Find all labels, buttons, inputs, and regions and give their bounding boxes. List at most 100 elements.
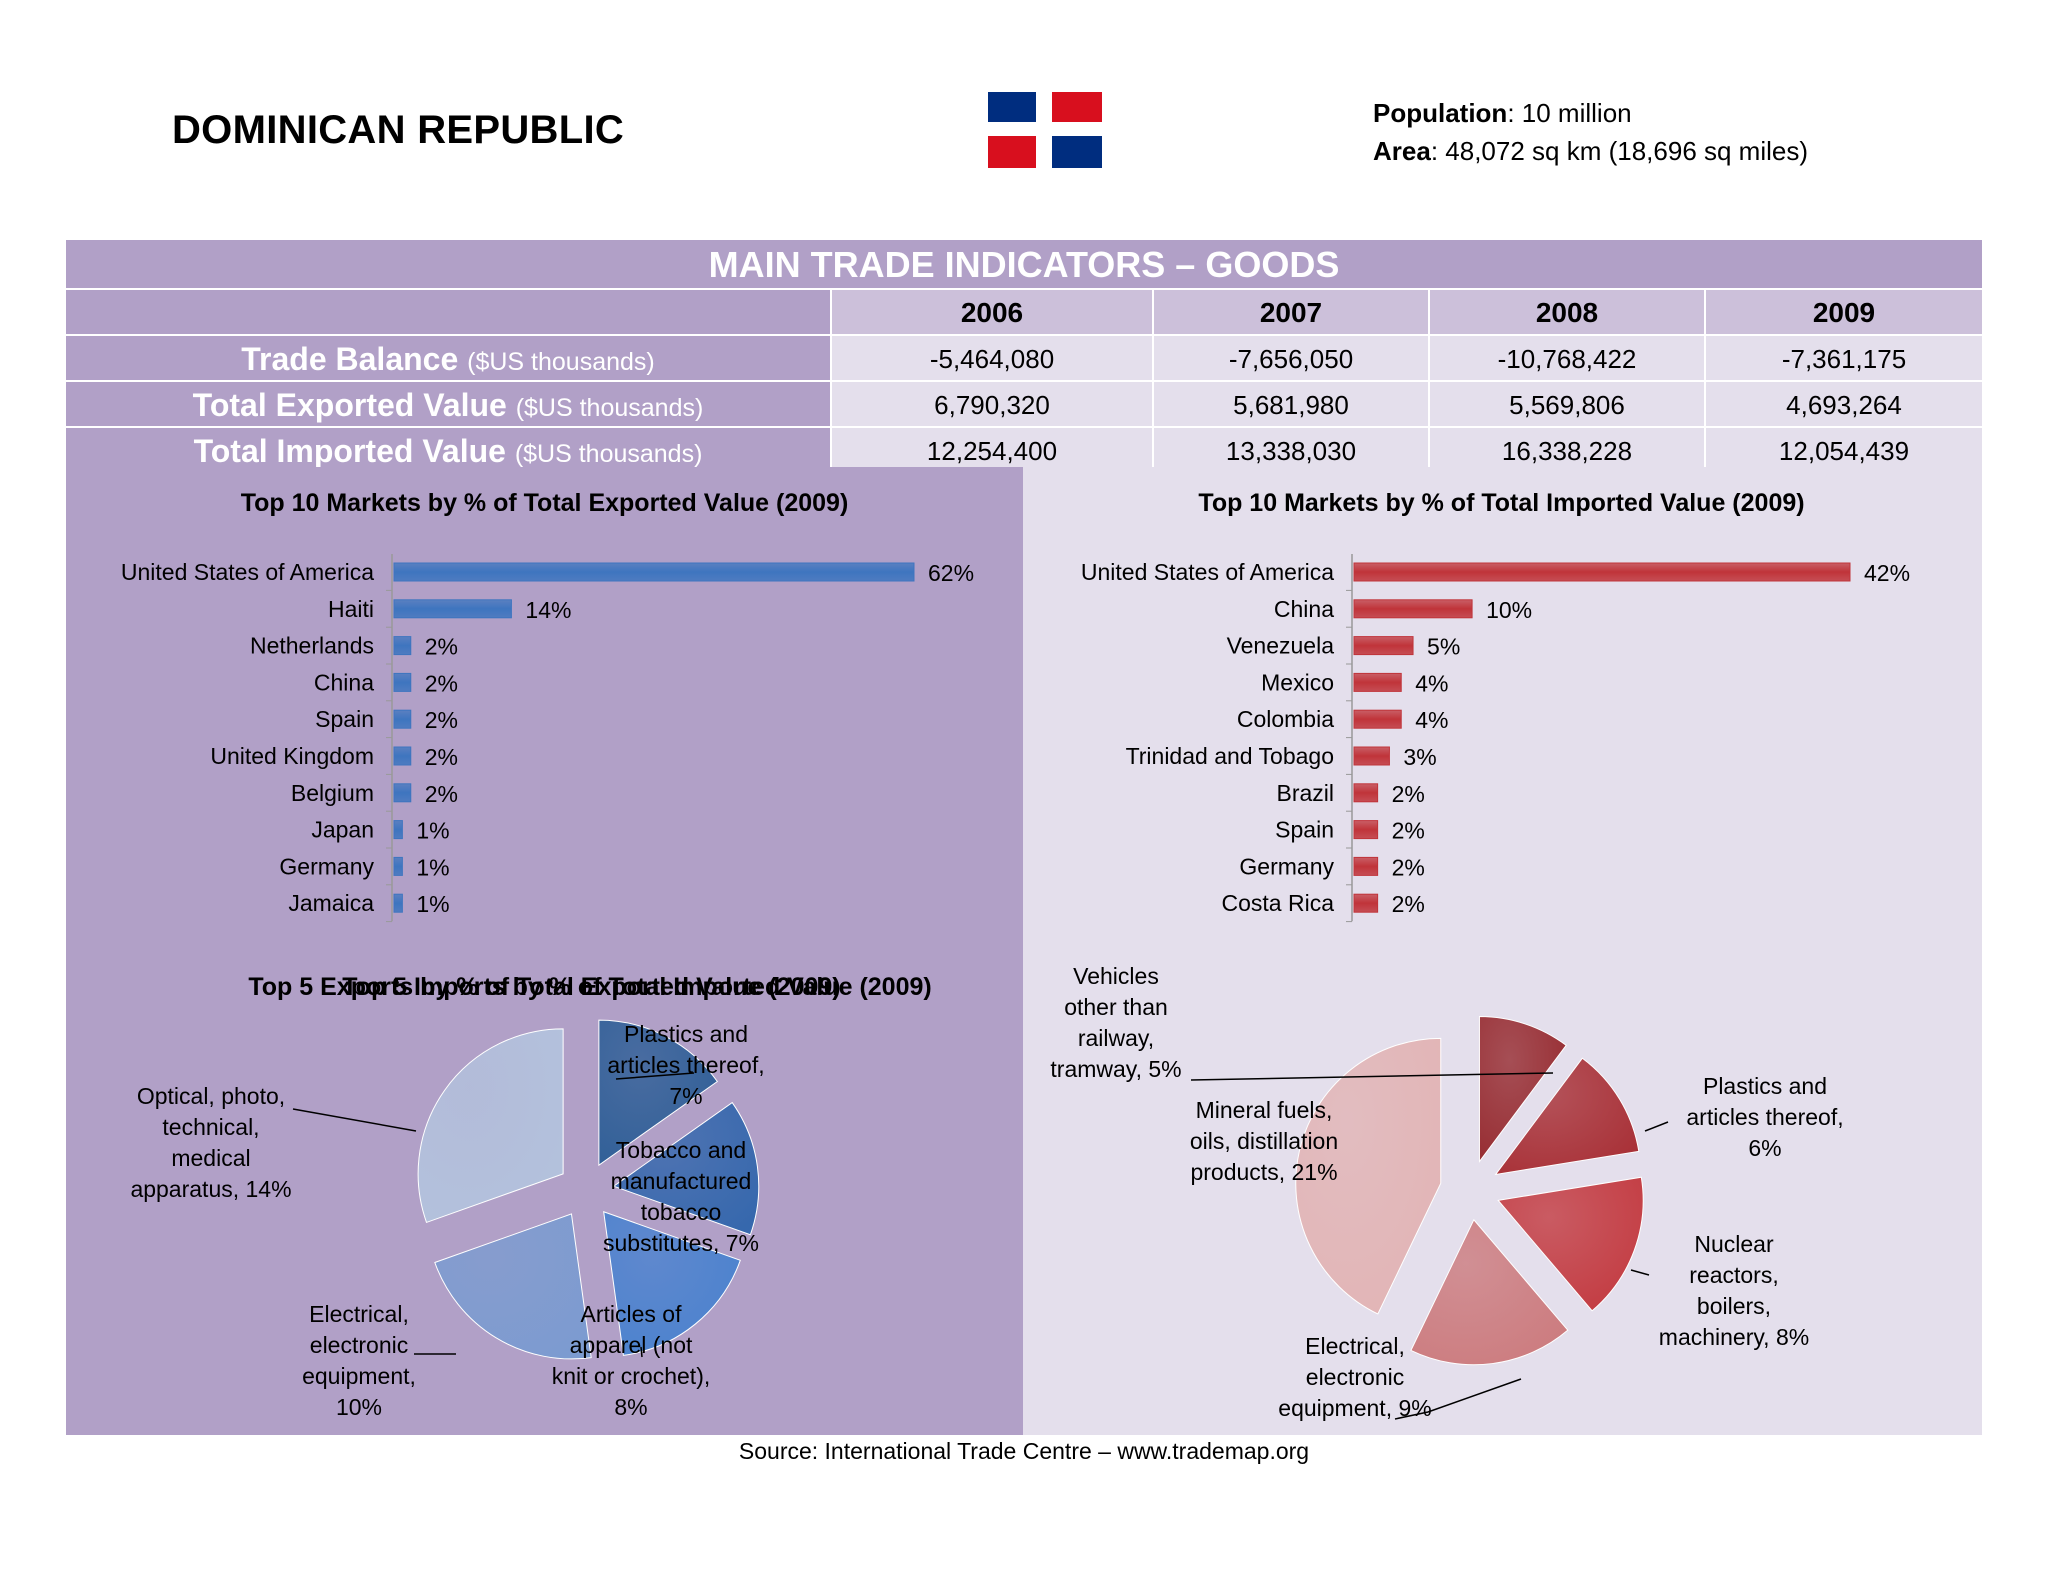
pie-label-electrical: Electrical, electronic equipment, 9% bbox=[1278, 1333, 1432, 1421]
flag-blue-top bbox=[988, 92, 1036, 122]
export-market-category-label: Netherlands bbox=[250, 633, 374, 659]
flag-red-top bbox=[1052, 92, 1102, 122]
export-market-bar bbox=[393, 599, 512, 619]
import-markets-title: Top 10 Markets by % of Total Imported Va… bbox=[1198, 489, 1805, 517]
pie-label-plastics: Plastics and articles thereof, 6% bbox=[1686, 1073, 1844, 1161]
year-header: 2006 bbox=[832, 290, 1154, 334]
imports-panel: Top 10 Markets by % of Total Imported Va… bbox=[342, 467, 1982, 1435]
year-header: 2007 bbox=[1154, 290, 1430, 334]
table-cell: 6,790,320 bbox=[832, 382, 1154, 426]
export-market-category-label: Jamaica bbox=[288, 890, 374, 916]
pie-label-vehicles: Vehicles other than railway, tramway, 5% bbox=[1050, 963, 1182, 1082]
row-label-unit: ($US thousands) bbox=[514, 440, 703, 468]
table-cell: -7,361,175 bbox=[1706, 336, 1982, 380]
year-header: 2008 bbox=[1430, 290, 1706, 334]
import-market-category-label: Trinidad and Tobago bbox=[1126, 743, 1334, 769]
flag-red-bottom bbox=[988, 136, 1036, 168]
export-markets-title: Top 10 Markets by % of Total Exported Va… bbox=[240, 489, 849, 517]
export-market-category-label: United States of America bbox=[121, 559, 374, 585]
source-note: Source: International Trade Centre – www… bbox=[738, 1438, 1310, 1464]
export-market-value-label: 2% bbox=[425, 670, 458, 696]
row-label: Total Imported Value ($US thousands) bbox=[66, 428, 832, 472]
population-value: 10 million bbox=[1521, 98, 1632, 128]
flag-blue-bottom bbox=[1052, 136, 1102, 168]
export-pie-slice bbox=[603, 1210, 741, 1356]
table-cell: 16,338,228 bbox=[1430, 428, 1706, 472]
exports-panel: Top 10 Markets by % of Total Exported Va… bbox=[66, 467, 1023, 1435]
trade-indicators-table: MAIN TRADE INDICATORS – GOODS 2006 2007 … bbox=[66, 240, 1982, 474]
import-market-category-label: Venezuela bbox=[1227, 633, 1335, 659]
export-market-value-label: 2% bbox=[425, 744, 458, 770]
row-label-text: Total Exported Value bbox=[192, 387, 507, 423]
import-market-value-label: 42% bbox=[1864, 560, 1910, 586]
export-market-value-label: 62% bbox=[928, 560, 974, 586]
import-market-bar bbox=[1353, 599, 1473, 619]
pie-label-tobacco: Tobacco and manufactured tobacco substitute… bbox=[603, 1137, 759, 1256]
export-market-value-label: 1% bbox=[416, 854, 449, 880]
country-title: DOMINICAN REPUBLIC bbox=[172, 108, 625, 152]
export-market-value-label: 2% bbox=[425, 707, 458, 733]
import-market-bar bbox=[1353, 562, 1851, 582]
import-market-value-label: 2% bbox=[1392, 781, 1425, 807]
export-market-value-label: 14% bbox=[525, 597, 571, 623]
row-label: Trade Balance ($US thousands) bbox=[66, 336, 832, 380]
import-market-bar bbox=[1353, 636, 1414, 656]
area-label: Area bbox=[1373, 136, 1431, 166]
row-label: Total Exported Value ($US thousands) bbox=[66, 382, 832, 426]
export-pie-slice bbox=[417, 1028, 564, 1224]
import-markets-chart: United States of America 42% China 10% Venez… bbox=[1081, 554, 1910, 923]
export-market-bar bbox=[393, 893, 403, 913]
export-pie-slice bbox=[612, 1101, 760, 1236]
export-pie-leader-line bbox=[640, 1346, 643, 1358]
table-cell: -5,464,080 bbox=[832, 336, 1154, 380]
export-market-value-label: 1% bbox=[416, 891, 449, 917]
import-market-value-label: 3% bbox=[1403, 744, 1436, 770]
import-market-category-label: Colombia bbox=[1237, 706, 1334, 732]
population-line: Population: 10 million bbox=[1373, 98, 1632, 128]
top-exports-title: Top 5 Exports by % of Total Exported Val… bbox=[248, 973, 841, 1001]
import-market-category-label: Mexico bbox=[1261, 669, 1334, 695]
export-market-category-label: Belgium bbox=[291, 780, 374, 806]
export-market-bar bbox=[393, 672, 412, 692]
table-cell: 4,693,264 bbox=[1706, 382, 1982, 426]
import-market-bar bbox=[1353, 709, 1402, 729]
export-pie-leader-line bbox=[292, 1108, 417, 1132]
export-market-category-label: Germany bbox=[279, 853, 374, 879]
area-value: 48,072 sq km (18,696 sq miles) bbox=[1445, 136, 1809, 166]
export-markets-chart: United States of America 62% Haiti 14% Nethe… bbox=[121, 554, 974, 923]
table-cell: -7,656,050 bbox=[1154, 336, 1430, 380]
top-imports-pie bbox=[1190, 1016, 1669, 1420]
table-cell: 13,338,030 bbox=[1154, 428, 1430, 472]
row-label-unit: ($US thousands) bbox=[515, 394, 704, 422]
import-pie-leader-line bbox=[1644, 1121, 1669, 1132]
import-market-value-label: 4% bbox=[1415, 670, 1448, 696]
table-cell: 12,254,400 bbox=[832, 428, 1154, 472]
import-market-value-label: 2% bbox=[1392, 891, 1425, 917]
table-cell: -10,768,422 bbox=[1430, 336, 1706, 380]
import-market-bar bbox=[1353, 672, 1402, 692]
export-market-category-label: China bbox=[314, 669, 374, 695]
pie-label-mineral-fuels: Mineral fuels, oils, distillation products… bbox=[1189, 1097, 1339, 1185]
country-facts: Population: 10 million Area: 48,072 sq k… bbox=[1373, 94, 1808, 170]
import-pie-leader-line bbox=[1630, 1269, 1650, 1276]
import-pie-slice bbox=[1497, 1176, 1644, 1312]
export-market-bar bbox=[393, 746, 412, 766]
import-pie-slice bbox=[1295, 1037, 1442, 1315]
export-market-bar bbox=[393, 856, 403, 876]
import-market-value-label: 2% bbox=[1392, 854, 1425, 880]
export-market-bar bbox=[393, 562, 915, 582]
import-market-category-label: Spain bbox=[1275, 817, 1334, 843]
import-market-value-label: 4% bbox=[1415, 707, 1448, 733]
top-imports-title: Top 5 Imports by % of Total Imported Val… bbox=[342, 973, 932, 1001]
export-pie-leader-line bbox=[615, 1072, 695, 1080]
export-market-category-label: Haiti bbox=[328, 596, 374, 622]
import-pie-slice bbox=[1478, 1016, 1567, 1164]
row-label-text: Trade Balance bbox=[241, 341, 459, 377]
import-market-value-label: 10% bbox=[1486, 597, 1532, 623]
year-header: 2009 bbox=[1706, 290, 1982, 334]
export-market-value-label: 2% bbox=[425, 781, 458, 807]
import-pie-leader-line bbox=[1394, 1378, 1522, 1420]
import-market-category-label: United States of America bbox=[1081, 559, 1334, 585]
import-market-category-label: China bbox=[1274, 596, 1334, 622]
export-market-value-label: 2% bbox=[425, 634, 458, 660]
